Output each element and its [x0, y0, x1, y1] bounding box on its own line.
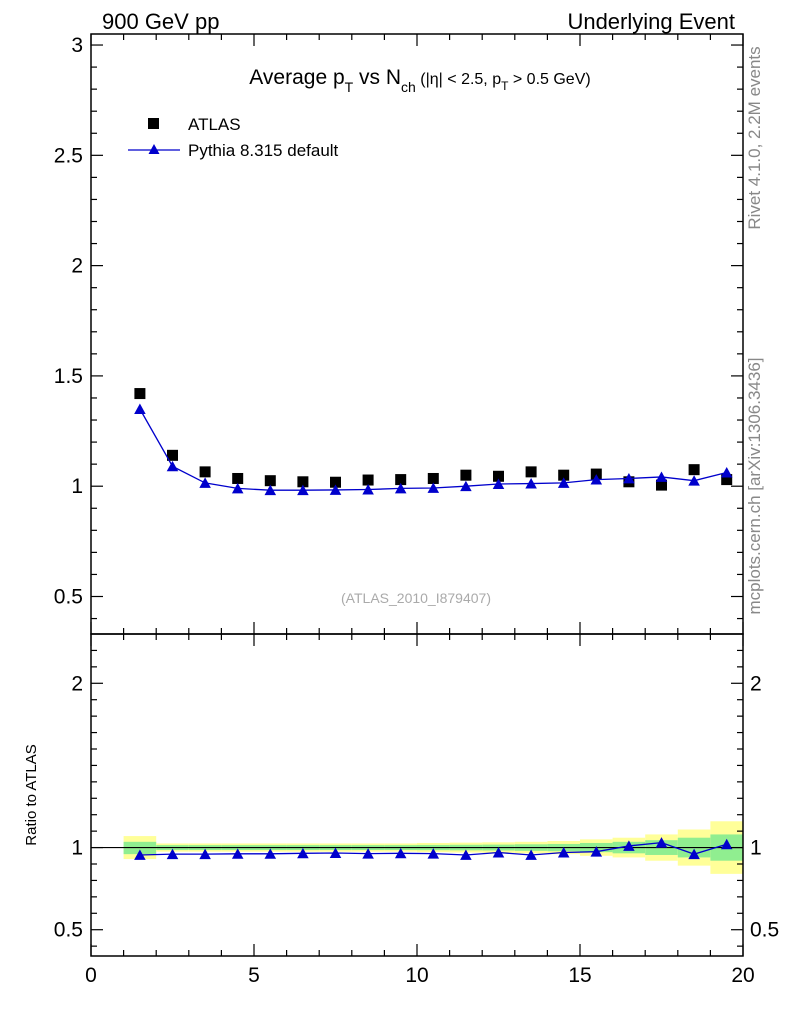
plot-canvas: 900 GeV pp Underlying Event Rivet 4.1.0,… [0, 0, 786, 1024]
ratio-y-tick-label-left: 1 [71, 837, 83, 860]
ratio-y-tick-label-right: 1 [750, 837, 762, 860]
x-tick-label: 10 [405, 964, 428, 987]
main-y-tick-label: 1 [71, 475, 83, 498]
rivet-label: Rivet 4.1.0, 2.2M events [745, 46, 764, 229]
pythia-point [199, 477, 211, 487]
ratio-y-tick-label-right: 0.5 [750, 919, 779, 942]
atlas-point [200, 466, 211, 477]
x-tick-label: 20 [731, 964, 754, 987]
legend-pythia-marker [149, 144, 160, 154]
pythia-point [134, 404, 146, 414]
chart-title: Average pT vs Nch (|η| < 2.5, pT > 0.5 G… [249, 66, 590, 95]
atlas-point [428, 473, 439, 484]
title-cut-b: > 0.5 GeV) [508, 71, 590, 88]
title-mid: vs N [353, 66, 401, 89]
main-data-layer [134, 388, 732, 495]
main-y-tick-label: 1.5 [54, 365, 83, 388]
ratio-y-tick-label-right: 2 [750, 672, 762, 695]
title-prefix: Average p [249, 66, 344, 89]
title-sub-2: ch [401, 79, 416, 95]
ratio-ylabel: Ratio to ATLAS [23, 744, 40, 845]
analysis-id: (ATLAS_2010_I879407) [341, 590, 491, 606]
atlas-point [232, 473, 243, 484]
pythia-point [721, 467, 733, 477]
main-y-tick-label: 0.5 [54, 586, 83, 609]
x-tick-label: 15 [568, 964, 591, 987]
legend-pythia-label: Pythia 8.315 default [188, 141, 339, 160]
atlas-point [526, 466, 537, 477]
header-right: Underlying Event [567, 9, 735, 34]
ratio-y-tick-label-left: 0.5 [54, 919, 83, 942]
atlas-point [689, 464, 700, 475]
main-y-tick-label: 2.5 [54, 144, 83, 167]
ratio-y-tick-label-left: 2 [71, 672, 83, 695]
main-y-tick-label: 3 [71, 34, 83, 57]
pythia-point [167, 461, 179, 471]
legend-atlas-marker [148, 118, 159, 129]
title-cut-a: (|η| < 2.5, p [416, 71, 501, 88]
atlas-point [134, 388, 145, 399]
mcplots-label: mcplots.cern.ch [arXiv:1306.3436] [745, 357, 764, 614]
atlas-point [265, 475, 276, 486]
atlas-point [363, 475, 374, 486]
atlas-point [460, 470, 471, 481]
legend-atlas-label: ATLAS [188, 115, 241, 134]
legend: ATLAS Pythia 8.315 default [128, 115, 339, 160]
main-y-tick-label: 2 [71, 255, 83, 278]
ratio-frame [91, 634, 743, 956]
header-left: 900 GeV pp [102, 9, 219, 34]
x-tick-label: 0 [85, 964, 97, 987]
x-tick-label: 5 [248, 964, 260, 987]
